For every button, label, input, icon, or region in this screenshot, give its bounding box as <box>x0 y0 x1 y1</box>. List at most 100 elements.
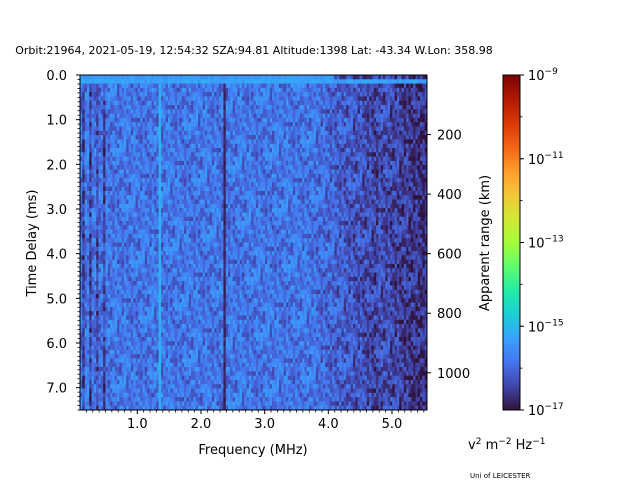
heatmap-cell <box>100 208 104 213</box>
heatmap-cell <box>209 126 213 132</box>
heatmap-cell <box>415 208 419 213</box>
heatmap-cell <box>121 195 125 200</box>
heatmap-cell <box>151 212 155 218</box>
heatmap-cell <box>137 186 141 192</box>
heatmap-cell <box>149 152 153 157</box>
heatmap-cell <box>262 212 266 218</box>
heatmap-cell <box>320 87 324 93</box>
heatmap-cell <box>272 105 275 110</box>
heatmap-cell <box>123 139 127 145</box>
heatmap-cell <box>112 105 116 110</box>
heatmap-cell <box>399 148 402 153</box>
heatmap-cell <box>218 87 222 93</box>
heatmap-cell <box>244 117 247 123</box>
heatmap-cell <box>237 212 241 218</box>
heatmap-cell <box>181 79 185 84</box>
heatmap-cell <box>216 113 220 119</box>
heatmap-cell <box>276 186 280 192</box>
heatmap-cell <box>297 199 301 205</box>
heatmap-cell <box>126 152 129 157</box>
heatmap-cell <box>112 160 116 166</box>
heatmap-cell <box>327 165 331 170</box>
heatmap-cell <box>234 105 238 110</box>
heatmap-cell <box>165 160 169 166</box>
heatmap-cell <box>239 160 243 166</box>
heatmap-cell <box>103 208 106 213</box>
heatmap-cell <box>355 178 358 183</box>
heatmap-cell <box>378 109 382 115</box>
heatmap-cell <box>283 100 287 106</box>
heatmap-cell <box>211 135 215 140</box>
heatmap-cell <box>167 122 171 127</box>
heatmap-cell <box>105 105 109 110</box>
heatmap-cell <box>343 195 347 200</box>
heatmap-cell <box>283 199 287 205</box>
heatmap-cell <box>137 178 141 183</box>
heatmap-cell <box>376 100 379 106</box>
heatmap-cell <box>269 178 273 183</box>
heatmap-cell <box>352 92 356 97</box>
heatmap-cell <box>246 165 250 170</box>
heatmap-cell <box>311 208 315 213</box>
heatmap-cell <box>290 83 294 89</box>
heatmap-cell <box>278 182 282 188</box>
heatmap-cell <box>278 199 282 205</box>
heatmap-cell <box>424 199 428 205</box>
heatmap-cell <box>329 100 333 106</box>
heatmap-cell <box>177 203 180 209</box>
heatmap-cell <box>332 203 335 209</box>
heatmap-cell <box>318 212 321 218</box>
heatmap-cell <box>396 113 400 119</box>
heatmap-cell <box>420 135 423 140</box>
heatmap-cell <box>197 75 201 80</box>
heatmap-cell <box>309 178 312 183</box>
heatmap-cell <box>313 186 317 192</box>
heatmap-cell <box>320 122 324 127</box>
heatmap-cell <box>339 109 342 115</box>
heatmap-cell <box>258 190 261 196</box>
heatmap-cell <box>214 75 217 80</box>
heatmap-cell <box>184 182 187 188</box>
heatmap-cell <box>285 212 289 218</box>
heatmap-cell <box>387 109 391 115</box>
heatmap-cell <box>288 87 291 93</box>
heatmap-cell <box>80 152 83 157</box>
heatmap-cell <box>103 203 106 209</box>
heatmap-cell <box>315 169 319 175</box>
heatmap-cell <box>313 83 317 89</box>
heatmap-cell <box>378 79 382 84</box>
heatmap-cell <box>149 92 153 97</box>
heatmap-cell <box>327 178 331 183</box>
heatmap-cell <box>278 122 282 127</box>
heatmap-cell <box>225 195 229 200</box>
heatmap-cell <box>135 160 139 166</box>
heatmap-cell <box>322 182 326 188</box>
heatmap-cell <box>341 186 345 192</box>
heatmap-cell <box>214 212 217 218</box>
heatmap-cell <box>158 152 162 157</box>
heatmap-cell <box>373 199 377 205</box>
heatmap-cell <box>255 195 259 200</box>
heatmap-cell <box>91 148 95 153</box>
heatmap-cell <box>181 100 185 106</box>
heatmap-cell <box>302 100 305 106</box>
heatmap-cell <box>251 87 254 93</box>
heatmap-cell <box>267 178 271 183</box>
heatmap-cell <box>216 122 220 127</box>
heatmap-cell <box>309 135 312 140</box>
heatmap-cell <box>248 165 252 170</box>
heatmap-cell <box>341 109 345 115</box>
heatmap-cell <box>415 87 419 93</box>
heatmap-cell <box>378 87 382 93</box>
heatmap-cell <box>359 208 363 213</box>
heatmap-cell <box>170 169 173 175</box>
heatmap-cell <box>174 87 178 93</box>
heatmap-cell <box>172 169 176 175</box>
heatmap-cell <box>281 143 284 149</box>
heatmap-cell <box>320 190 324 196</box>
heatmap-cell <box>214 87 217 93</box>
heatmap-cell <box>202 117 206 123</box>
heatmap-cell <box>389 173 393 179</box>
heatmap-cell <box>369 92 372 97</box>
heatmap-cell <box>149 96 153 102</box>
